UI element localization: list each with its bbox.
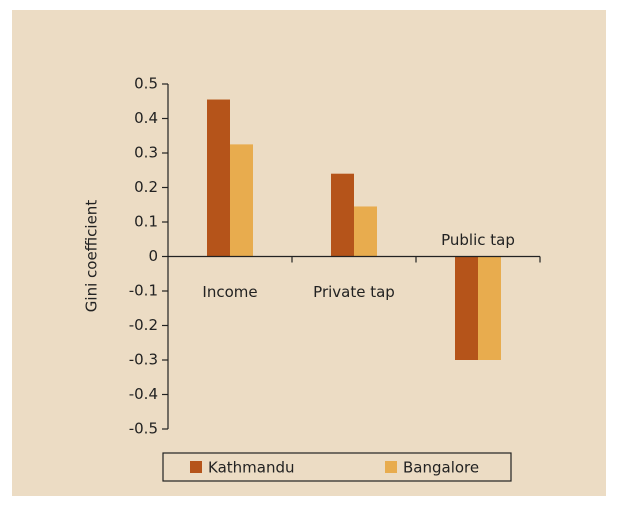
legend-label: Kathmandu bbox=[208, 459, 295, 477]
y-tick-label: -0.3 bbox=[129, 351, 158, 369]
y-tick-label: 0.4 bbox=[134, 109, 158, 127]
y-tick-label: -0.1 bbox=[129, 282, 158, 300]
bar bbox=[478, 256, 501, 360]
y-tick-label: 0.5 bbox=[134, 75, 158, 93]
y-tick-label: -0.4 bbox=[129, 385, 158, 403]
bar bbox=[207, 99, 230, 257]
x-tick-label: Income bbox=[202, 283, 257, 301]
y-tick-label: 0 bbox=[148, 247, 158, 265]
legend-swatch bbox=[385, 461, 397, 473]
bar bbox=[354, 206, 377, 257]
y-tick-label: 0.3 bbox=[134, 144, 158, 162]
x-tick-label: Public tap bbox=[441, 231, 515, 249]
y-axis-label: Gini coefficient bbox=[83, 200, 101, 313]
x-tick-label: Private tap bbox=[313, 283, 395, 301]
y-tick-label: -0.5 bbox=[129, 420, 158, 438]
y-tick-label: 0.2 bbox=[134, 178, 158, 196]
y-tick-label: -0.2 bbox=[129, 316, 158, 334]
bar bbox=[331, 173, 354, 257]
legend-swatch bbox=[190, 461, 202, 473]
legend-label: Bangalore bbox=[403, 459, 479, 477]
bar bbox=[455, 256, 478, 360]
background bbox=[12, 10, 606, 496]
bar bbox=[230, 144, 253, 257]
legend-box bbox=[162, 452, 512, 482]
y-tick-label: 0.1 bbox=[134, 213, 158, 231]
